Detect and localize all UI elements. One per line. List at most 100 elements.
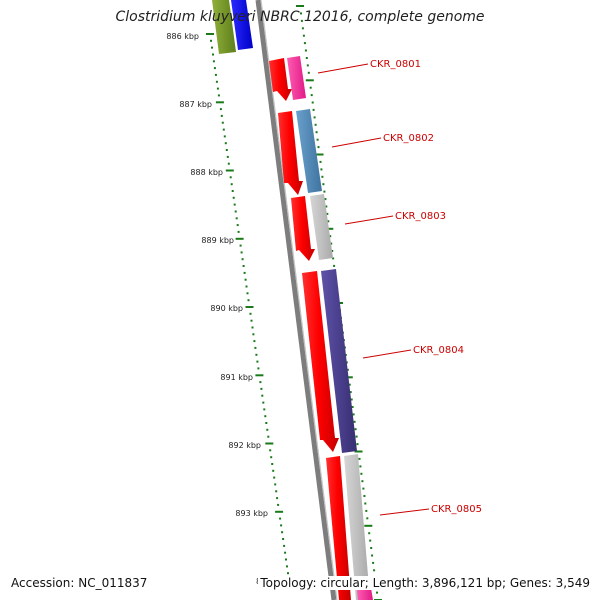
outer-tick bbox=[300, 19, 303, 22]
gene-label-ckr-0805[interactable]: CKR_0805 bbox=[431, 504, 482, 515]
inner-tick bbox=[235, 237, 244, 240]
gene-label-ckr-0801[interactable]: CKR_0801 bbox=[370, 59, 421, 70]
inner-tick bbox=[265, 422, 268, 424]
gene-label-ckr-0802[interactable]: CKR_0802 bbox=[383, 133, 434, 144]
outer-tick bbox=[331, 250, 334, 252]
inner-tick bbox=[236, 224, 239, 227]
inner-tick bbox=[232, 196, 235, 199]
inner-tick bbox=[281, 531, 284, 534]
inner-tick bbox=[271, 463, 274, 465]
inner-tick bbox=[233, 203, 236, 206]
inner-tick bbox=[261, 394, 264, 397]
outer-tick bbox=[305, 79, 314, 82]
outer-tick bbox=[345, 361, 348, 364]
outer-tick bbox=[350, 398, 353, 401]
inner-tick bbox=[215, 80, 218, 83]
accession-text: Accession: NC_011837 bbox=[9, 576, 150, 590]
genome-backbone-highlight bbox=[260, 0, 338, 600]
inner-tick bbox=[285, 558, 287, 561]
inner-tick bbox=[235, 217, 238, 220]
gene-label-ckr-0803[interactable]: CKR_0803 bbox=[395, 211, 446, 222]
inner-tick bbox=[251, 326, 254, 329]
gene-label-ckr-0804[interactable]: CKR_0804 bbox=[413, 345, 464, 356]
outer-tick bbox=[368, 532, 371, 535]
inner-tick bbox=[241, 258, 244, 261]
ruler-label-890: 890 kbp bbox=[210, 304, 243, 313]
outer-tick bbox=[329, 235, 332, 238]
cds-arrow-0802 bbox=[278, 111, 303, 195]
inner-tick bbox=[256, 360, 259, 363]
inner-tick bbox=[210, 39, 212, 42]
ruler-label-891: 891 kbp bbox=[220, 373, 253, 382]
inner-tick bbox=[216, 87, 219, 90]
inner-tick bbox=[229, 176, 232, 179]
gene-feature-0802 bbox=[296, 109, 322, 193]
outer-tick bbox=[362, 487, 365, 490]
inner-tick bbox=[284, 551, 287, 554]
genome-backbone bbox=[255, 0, 337, 600]
inner-tick bbox=[211, 46, 213, 49]
accession-label: Accession: NC_011837 bbox=[9, 576, 150, 590]
previous-gene-olive bbox=[212, 0, 236, 54]
cds-arrow-0805 bbox=[326, 456, 351, 600]
inner-tick bbox=[270, 456, 273, 459]
outer-tick bbox=[303, 42, 306, 45]
gene-feature-0801 bbox=[287, 56, 306, 100]
outer-tick bbox=[302, 34, 305, 37]
outer-tick bbox=[333, 264, 336, 267]
inner-tick bbox=[250, 319, 253, 322]
inner-tick bbox=[215, 101, 224, 104]
outer-tick bbox=[371, 554, 374, 557]
cds-arrow-0801 bbox=[269, 58, 292, 101]
outer-tick bbox=[327, 220, 330, 223]
inner-tick bbox=[257, 367, 260, 370]
inner-tick bbox=[245, 306, 254, 308]
inner-tick bbox=[224, 142, 227, 145]
inner-tick bbox=[254, 346, 257, 349]
outer-tick bbox=[310, 94, 313, 97]
inner-tick bbox=[275, 510, 284, 513]
inner-tick bbox=[282, 538, 285, 540]
inner-tick bbox=[252, 333, 255, 336]
outer-tick bbox=[364, 524, 373, 527]
outer-tick bbox=[354, 450, 363, 453]
inner-tick bbox=[243, 271, 246, 274]
outer-tick bbox=[306, 64, 309, 67]
outer-tick bbox=[300, 12, 302, 15]
ruler-label-893: 893 kbp bbox=[235, 509, 268, 518]
outer-tick bbox=[348, 383, 351, 386]
inner-tick bbox=[264, 415, 267, 418]
inner-tick bbox=[244, 278, 247, 281]
inner-tick bbox=[242, 265, 245, 267]
inner-tick bbox=[219, 108, 222, 111]
outer-tick bbox=[355, 435, 358, 438]
outer-tick bbox=[360, 472, 363, 475]
outer-tick bbox=[346, 368, 349, 371]
outer-tick bbox=[311, 101, 314, 104]
inner-tick bbox=[265, 442, 274, 445]
inner-tick bbox=[230, 183, 233, 186]
cds-arrow-0804 bbox=[302, 271, 339, 452]
inner-tick bbox=[274, 483, 277, 486]
outer-tick bbox=[349, 391, 352, 394]
inner-tick bbox=[255, 353, 258, 356]
inner-tick bbox=[269, 449, 272, 452]
outer-tick bbox=[332, 257, 335, 260]
ruler-label-888: 888 kbp bbox=[190, 168, 223, 177]
outer-tick bbox=[370, 547, 373, 549]
gene-feature-0804 bbox=[321, 269, 357, 453]
genome-summary-label: Topology: circular; Length: 3,896,121 bp… bbox=[258, 576, 592, 590]
outer-tick bbox=[363, 495, 366, 497]
inner-tick bbox=[277, 503, 280, 506]
previous-gene-blue bbox=[231, 0, 253, 50]
inner-tick bbox=[222, 128, 225, 131]
inner-tick bbox=[262, 401, 265, 404]
inner-tick bbox=[237, 230, 240, 233]
inner-tick bbox=[223, 135, 226, 138]
ruler-label-892: 892 kbp bbox=[228, 441, 261, 450]
outer-tick bbox=[320, 168, 323, 171]
outer-tick bbox=[321, 175, 324, 178]
inner-tick bbox=[272, 469, 275, 472]
outer-tick bbox=[361, 480, 364, 483]
